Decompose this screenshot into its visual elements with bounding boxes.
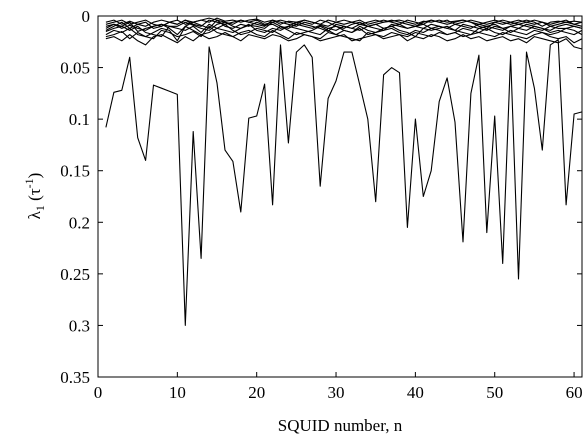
y-axis-label-units-sup: -1 xyxy=(22,178,36,188)
series-line-10 xyxy=(105,17,583,27)
x-axis-label: SQUID number, n xyxy=(278,416,403,435)
y-tick-labels: 0 0.05 0.1 0.15 0.2 0.25 0.3 0.35 xyxy=(60,7,90,387)
x-tick-labels: 0 10 20 30 40 50 60 xyxy=(94,383,583,402)
y-tick-label: 0.2 xyxy=(69,213,90,232)
x-tick-label: 50 xyxy=(486,383,503,402)
x-tick-label: 60 xyxy=(566,383,583,402)
x-tick-label: 20 xyxy=(248,383,265,402)
plot-frame xyxy=(97,15,583,378)
series-line-6 xyxy=(105,21,583,31)
series-line-8 xyxy=(105,19,583,31)
y-tick-label: 0.15 xyxy=(60,162,90,181)
y-tick-label: 0 xyxy=(82,7,91,26)
y-axis-label-subscript: 1 xyxy=(33,205,47,211)
series-lines xyxy=(105,17,583,326)
x-tick-label: 10 xyxy=(169,383,186,402)
x-tick-label: 30 xyxy=(328,383,345,402)
axis-ticks xyxy=(97,15,582,378)
y-axis-label: λ1 (τ-1) xyxy=(22,173,47,220)
y-tick-label: 0.3 xyxy=(69,316,90,335)
series-line-1 xyxy=(105,39,583,326)
y-axis-label-units: (τ xyxy=(25,188,44,205)
y-tick-label: 0.05 xyxy=(60,59,90,78)
series-line-9 xyxy=(105,31,583,50)
y-tick-label: 0.1 xyxy=(69,110,90,129)
y-axis-label-symbol: λ xyxy=(25,210,44,219)
y-tick-label: 0.35 xyxy=(60,368,90,387)
series-line-7 xyxy=(105,25,583,44)
x-tick-label: 40 xyxy=(407,383,424,402)
y-axis-label-units-close: ) xyxy=(25,173,44,179)
y-tick-label: 0.25 xyxy=(60,265,90,284)
x-tick-label: 0 xyxy=(94,383,103,402)
